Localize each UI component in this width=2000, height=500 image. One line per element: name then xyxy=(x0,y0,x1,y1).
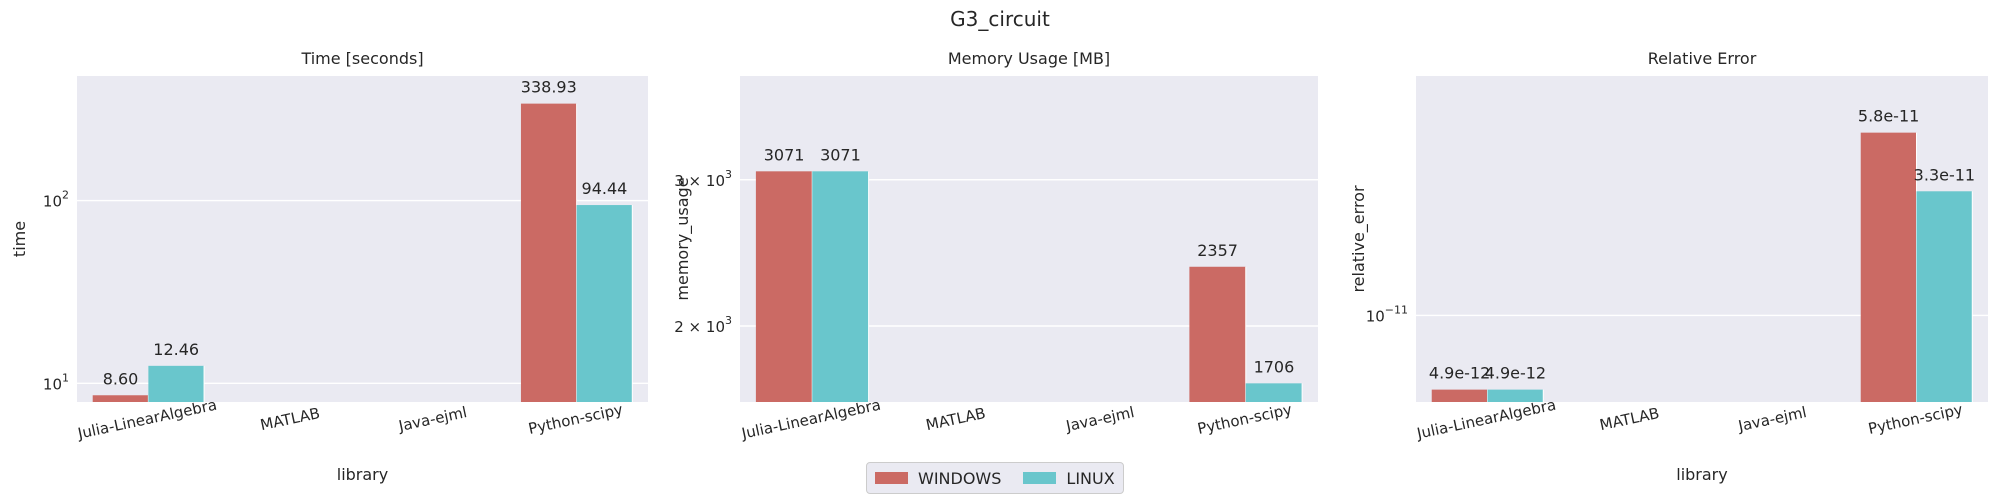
data-label-linux-julia-linearalgebra: 3071 xyxy=(820,145,861,164)
y-axis-label: relative_error xyxy=(1349,185,1369,293)
subplot-1: 101 102 8.60 12.46 Julia-LinearAlgebra MATLAB… xyxy=(10,49,648,484)
subplot-2: 2 × 103 3 × 103 3071 3071 Julia-LinearAlgebr… xyxy=(673,49,1318,484)
data-label-windows-julia-linearalgebra: 8.60 xyxy=(103,369,139,388)
legend-item-windows: WINDOWS xyxy=(875,469,1001,488)
bar-linux-julia-linearalgebra xyxy=(812,171,869,402)
legend-swatch-linux xyxy=(1023,472,1057,484)
subplot-title: Relative Error xyxy=(1648,49,1757,68)
data-label-windows-python-scipy: 5.8e-11 xyxy=(1858,107,1919,126)
data-label-windows-julia-linearalgebra: 3071 xyxy=(764,145,805,164)
x-tick-label-java-ejml: Java-ejml xyxy=(396,403,468,435)
x-tick-label-matlab: MATLAB xyxy=(1598,404,1661,434)
y-axis-label: time xyxy=(10,221,29,257)
bar-linux-python-scipy xyxy=(1916,191,1973,402)
bar-linux-julia-linearalgebra xyxy=(1487,389,1544,402)
bar-linux-python-scipy xyxy=(576,205,633,402)
bar-windows-julia-linearalgebra xyxy=(755,171,813,402)
bar-windows-julia-linearalgebra xyxy=(1431,389,1488,402)
subplot-title: Time [seconds] xyxy=(300,49,423,68)
x-tick-label-julia-linearalgebra: Julia-LinearAlgebra xyxy=(75,396,218,443)
bar-windows-python-scipy xyxy=(520,103,577,403)
data-label-windows-python-scipy: 338.93 xyxy=(521,78,577,97)
x-tick-label-python-scipy: Python-scipy xyxy=(527,400,625,438)
x-axis-label: library xyxy=(1676,465,1727,484)
y-tick-label: 2 × 103 xyxy=(674,314,732,336)
y-axis-label: memory_usage xyxy=(673,177,693,300)
x-tick-label-java-ejml: Java-ejml xyxy=(1736,403,1808,435)
x-tick-label-matlab: MATLAB xyxy=(259,404,322,434)
x-tick-label-java-ejml: Java-ejml xyxy=(1063,403,1135,435)
x-tick-label-python-scipy: Python-scipy xyxy=(1867,400,1965,438)
legend-item-linux: LINUX xyxy=(1023,468,1115,488)
bar-windows-python-scipy xyxy=(1189,266,1246,402)
x-axis-label: library xyxy=(337,465,388,484)
data-label-linux-python-scipy: 3.3e-11 xyxy=(1914,165,1975,184)
subplots: 101 102 8.60 12.46 Julia-LinearAlgebra MATLAB… xyxy=(10,49,1988,484)
y-tick-label: 10−11 xyxy=(1366,303,1408,325)
x-tick-label-julia-linearalgebra: Julia-LinearAlgebra xyxy=(1414,396,1557,443)
x-tick-label-python-scipy: Python-scipy xyxy=(1196,400,1294,438)
bar-windows-python-scipy xyxy=(1860,132,1917,402)
legend: WINDOWS LINUX xyxy=(866,462,1124,494)
legend-label-windows: WINDOWS xyxy=(918,468,1002,488)
y-tick-label: 101 xyxy=(43,371,69,393)
y-tick-label: 102 xyxy=(43,189,69,211)
data-label-windows-julia-linearalgebra: 4.9e-12 xyxy=(1429,364,1490,383)
bar-windows-julia-linearalgebra xyxy=(92,395,149,402)
data-label-windows-python-scipy: 2357 xyxy=(1197,241,1238,260)
data-label-linux-python-scipy: 94.44 xyxy=(582,179,628,198)
figure-title: G3_circuit xyxy=(950,7,1050,31)
x-tick-label-matlab: MATLAB xyxy=(924,404,987,434)
subplot-title: Memory Usage [MB] xyxy=(948,49,1110,68)
y-tick-label: 3 × 103 xyxy=(674,168,732,190)
data-label-linux-python-scipy: 1706 xyxy=(1254,357,1295,376)
subplot-3: 10−11 4.9e-124.9e-12 Julia-LinearAlgebra MA… xyxy=(1349,49,1988,484)
legend-swatch-windows xyxy=(875,472,908,484)
bar-linux-python-scipy xyxy=(1245,383,1303,402)
bar-linux-julia-linearalgebra xyxy=(148,365,205,402)
data-label-linux-julia-linearalgebra: 12.46 xyxy=(153,340,199,359)
legend-label-linux: LINUX xyxy=(1066,468,1115,488)
x-tick-label-julia-linearalgebra: Julia-LinearAlgebra xyxy=(739,396,882,443)
data-label-linux-julia-linearalgebra: 4.9e-12 xyxy=(1485,364,1546,383)
